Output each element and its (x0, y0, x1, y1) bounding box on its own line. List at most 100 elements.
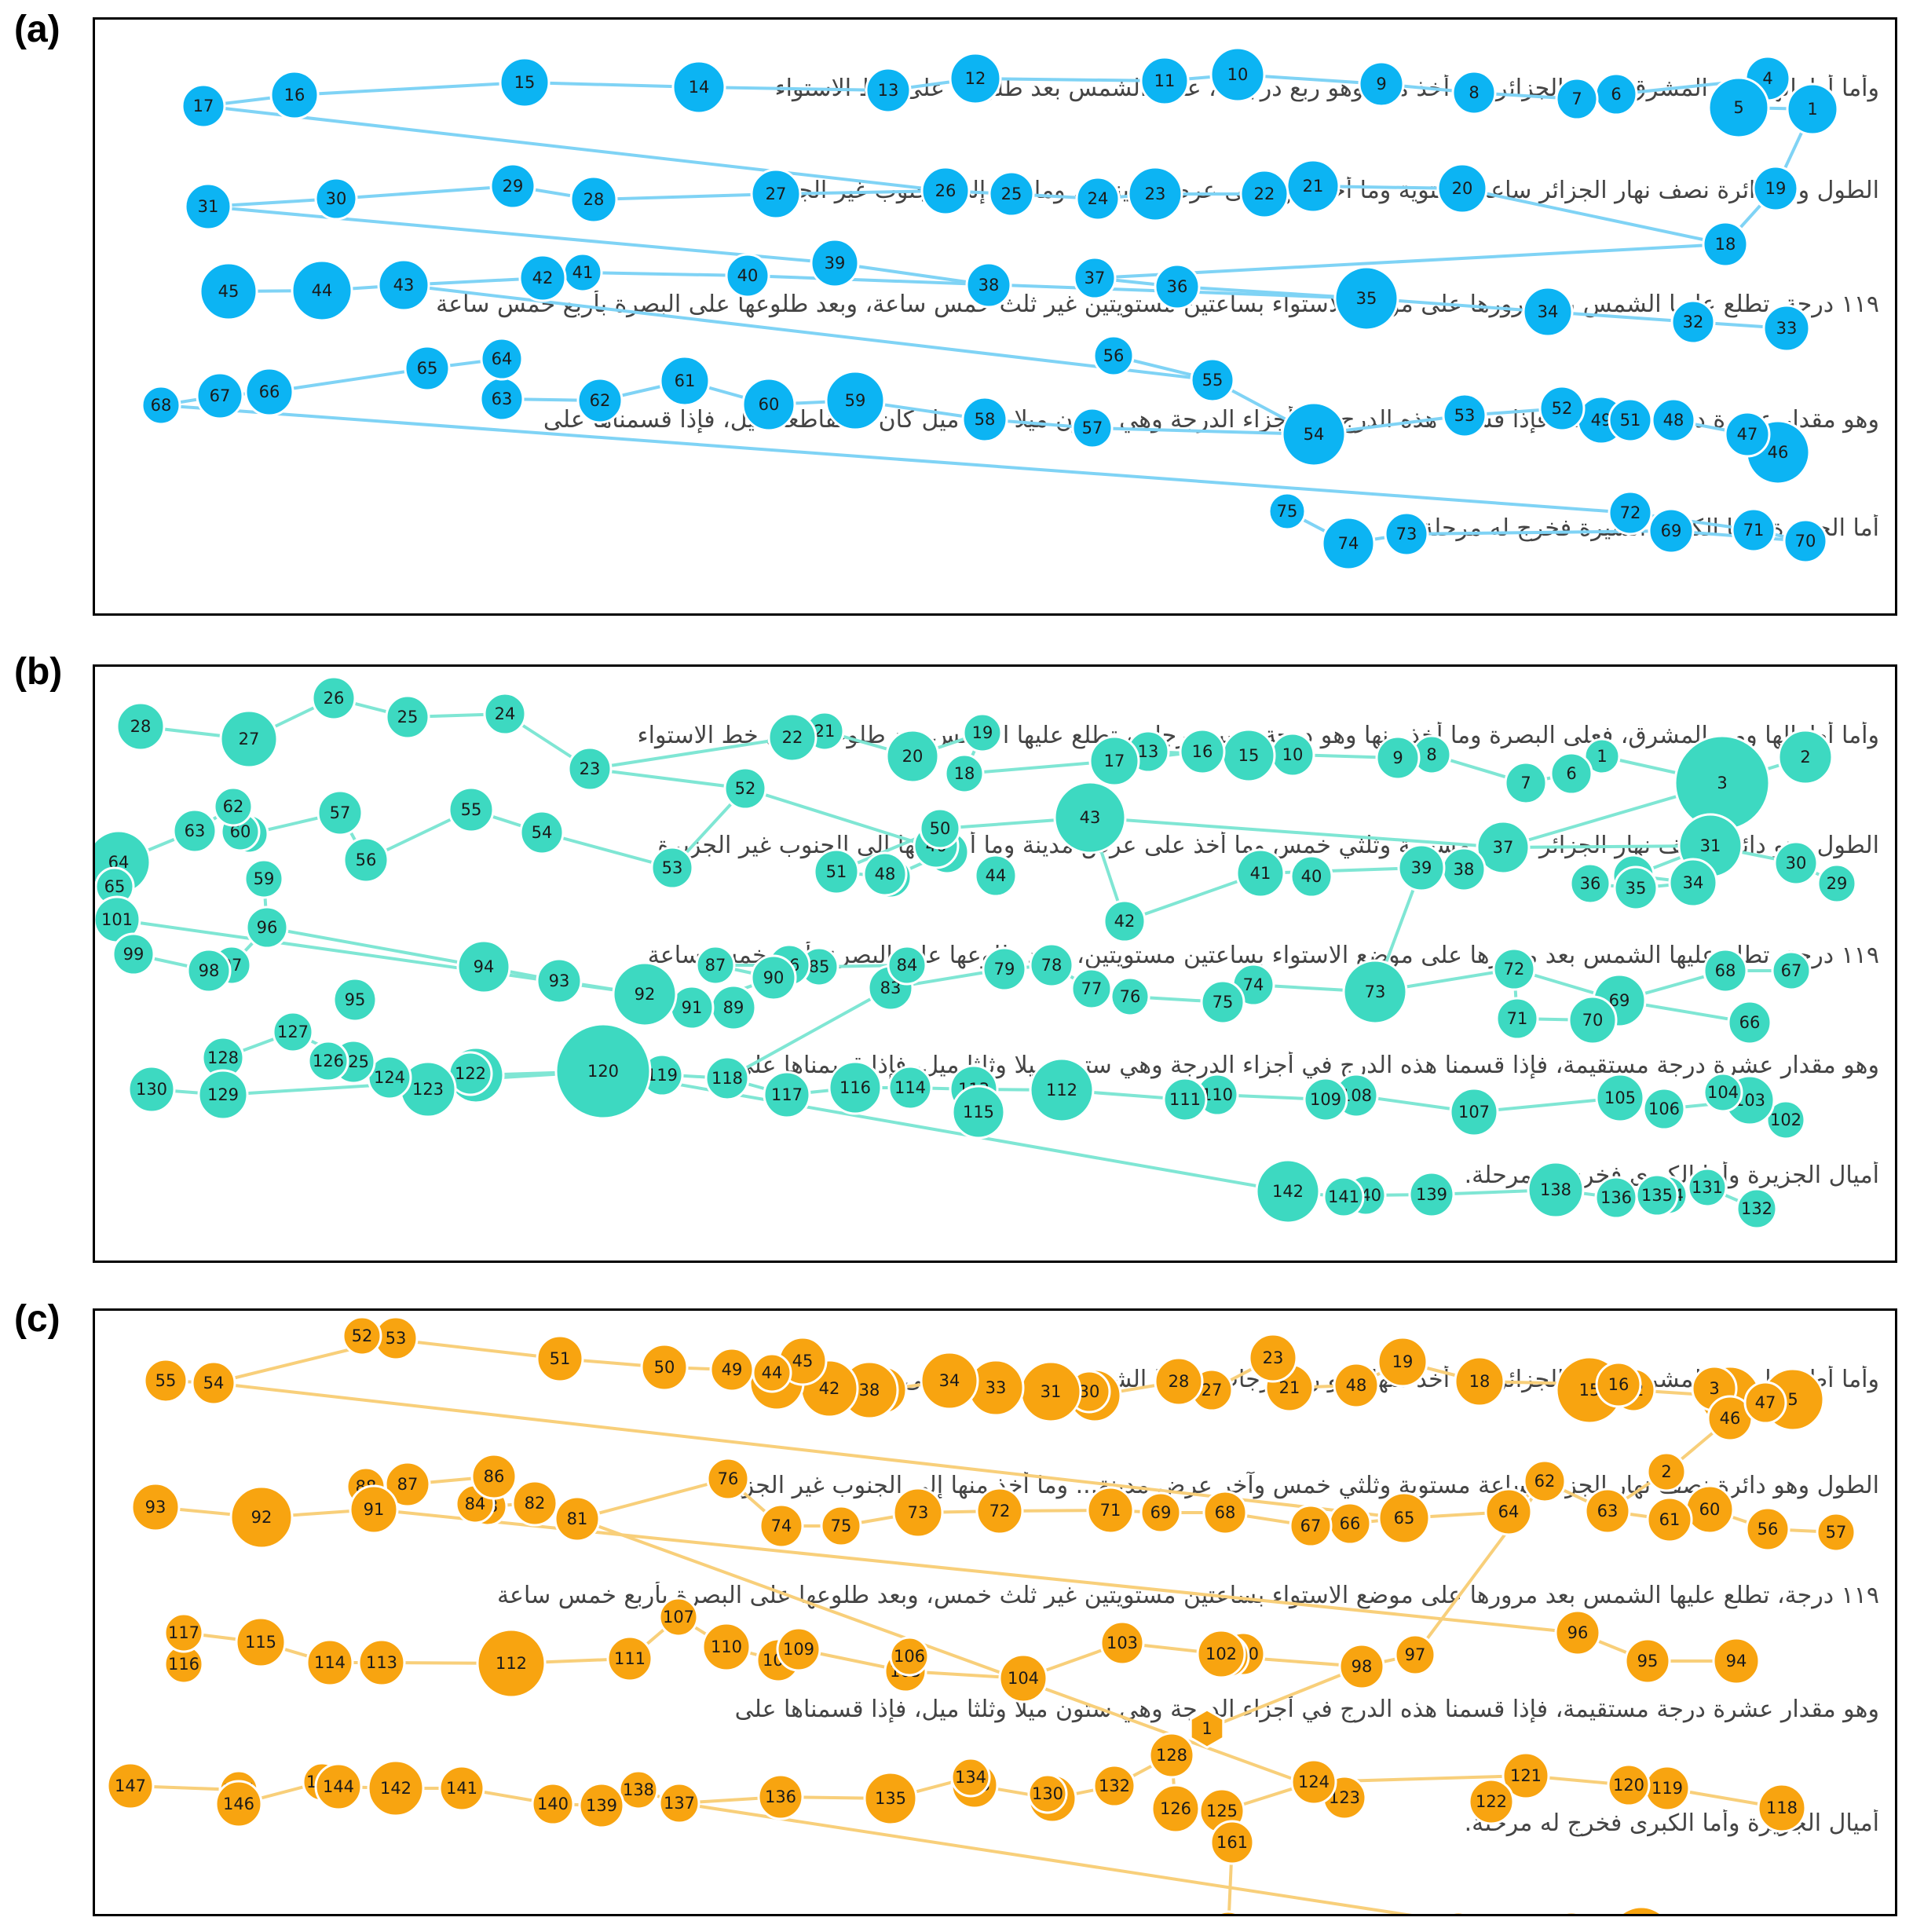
node-67: 67 (1289, 1504, 1333, 1548)
node-66: 66 (244, 367, 294, 417)
panel-b-network: 2316789101516131719182021222324252627282… (95, 675, 1857, 1230)
nodes-group: 1543464712151618194821232728293031333439… (106, 1315, 1856, 1914)
node-7: 7 (1504, 761, 1548, 805)
node-label: 99 (123, 945, 144, 964)
node-43: 43 (377, 258, 430, 312)
node-109: 109 (776, 1626, 821, 1672)
node-35: 35 (1613, 865, 1659, 911)
node-39: 39 (810, 238, 860, 288)
node-57: 57 (316, 789, 364, 836)
node-112: 112 (1029, 1057, 1095, 1123)
node-91: 91 (669, 985, 715, 1030)
node-77: 77 (1070, 968, 1113, 1010)
node-label: 141 (446, 1779, 477, 1798)
node-63: 63 (479, 376, 525, 422)
node-label: 22 (1254, 185, 1275, 203)
node-label: 9 (1392, 748, 1403, 767)
node-label: 142 (1272, 1182, 1304, 1201)
node-label: 69 (1661, 521, 1682, 540)
node-label: 55 (461, 800, 482, 819)
node-122: 122 (1468, 1778, 1515, 1825)
node-29: 29 (489, 163, 536, 210)
node-72: 72 (1608, 490, 1653, 536)
nodes-group: 2316789101516131719182021222324252627282… (95, 675, 1857, 1230)
node-38: 38 (965, 262, 1012, 309)
node-52: 52 (723, 767, 767, 810)
node-130: 130 (1027, 1773, 1068, 1814)
node-50: 50 (919, 807, 961, 850)
node-label: 5 (1733, 98, 1743, 117)
edge (679, 1802, 1413, 1914)
node-label: 44 (762, 1363, 783, 1382)
node-label: 17 (193, 97, 214, 115)
node-98: 98 (1338, 1643, 1385, 1690)
node-92: 92 (229, 1485, 294, 1550)
node-92: 92 (612, 961, 678, 1027)
node-label: 34 (1683, 873, 1704, 892)
node-158: 158 (1447, 1911, 1469, 1914)
node-label: 40 (737, 266, 759, 285)
node-25: 25 (385, 694, 430, 740)
node-label: 93 (145, 1498, 166, 1517)
node-label: 137 (664, 1794, 695, 1813)
node-2: 2 (1646, 1451, 1687, 1492)
node-label: 92 (251, 1508, 273, 1527)
node-label: 132 (1741, 1199, 1772, 1218)
node-121: 121 (1502, 1751, 1550, 1800)
node-label: 38 (978, 276, 1000, 295)
node-68: 68 (1202, 1490, 1248, 1535)
node-label: 59 (845, 391, 866, 410)
node-93: 93 (536, 957, 583, 1004)
node-66: 66 (1727, 1000, 1772, 1045)
node-label: 17 (1104, 752, 1125, 770)
node-label: 53 (1454, 406, 1476, 425)
node-label: 56 (1103, 346, 1125, 365)
node-40: 40 (725, 253, 770, 298)
node-73: 73 (1342, 959, 1408, 1025)
node-label: 97 (1405, 1645, 1426, 1664)
node-label: 102 (1205, 1645, 1237, 1663)
node-label: 25 (1001, 185, 1022, 203)
node-120: 120 (554, 1023, 652, 1120)
node-label: 61 (1659, 1510, 1681, 1529)
node-18: 18 (944, 753, 985, 794)
node-label: 13 (1138, 742, 1159, 761)
node-67: 67 (1771, 950, 1812, 991)
node-label: 30 (1079, 1382, 1100, 1401)
node-label: 63 (185, 821, 206, 840)
node-44: 44 (291, 259, 353, 322)
node-68: 68 (141, 385, 181, 426)
node-69: 69 (1648, 507, 1695, 554)
panel-a-label: (a) (14, 9, 60, 50)
node-21: 21 (1286, 159, 1341, 214)
node-label: 7 (1520, 774, 1531, 792)
node-119: 119 (1644, 1765, 1691, 1812)
node-label: 18 (1469, 1372, 1491, 1391)
node-20: 20 (1436, 163, 1488, 214)
node-37: 37 (1476, 820, 1531, 875)
node-54: 54 (191, 1360, 236, 1406)
panel-b-label: (b) (14, 651, 63, 693)
node-30: 30 (1773, 840, 1819, 886)
edge (524, 81, 700, 89)
node-95: 95 (1624, 1637, 1671, 1685)
node-label: 78 (1041, 956, 1063, 975)
nodes-group: 1456789101112131415161718192021222324252… (141, 46, 1839, 571)
edge (403, 284, 1213, 382)
node-label: 69 (1150, 1503, 1172, 1522)
node-label: 43 (1080, 808, 1101, 827)
node-label: 65 (1394, 1509, 1415, 1528)
node-label: 1 (1807, 100, 1817, 119)
node-label: 119 (1651, 1779, 1683, 1798)
node-141: 141 (1322, 1176, 1365, 1218)
node-1: 1 (1189, 1708, 1225, 1749)
node-56: 56 (1745, 1506, 1790, 1552)
node-label: 111 (1169, 1090, 1201, 1109)
node-label: 92 (635, 985, 656, 1004)
node-label: 39 (825, 254, 846, 273)
node-label: 47 (1755, 1393, 1776, 1412)
node-label: 60 (1699, 1500, 1721, 1519)
node-55: 55 (143, 1358, 188, 1403)
node-33: 33 (967, 1359, 1025, 1417)
node-142: 142 (1255, 1158, 1321, 1224)
